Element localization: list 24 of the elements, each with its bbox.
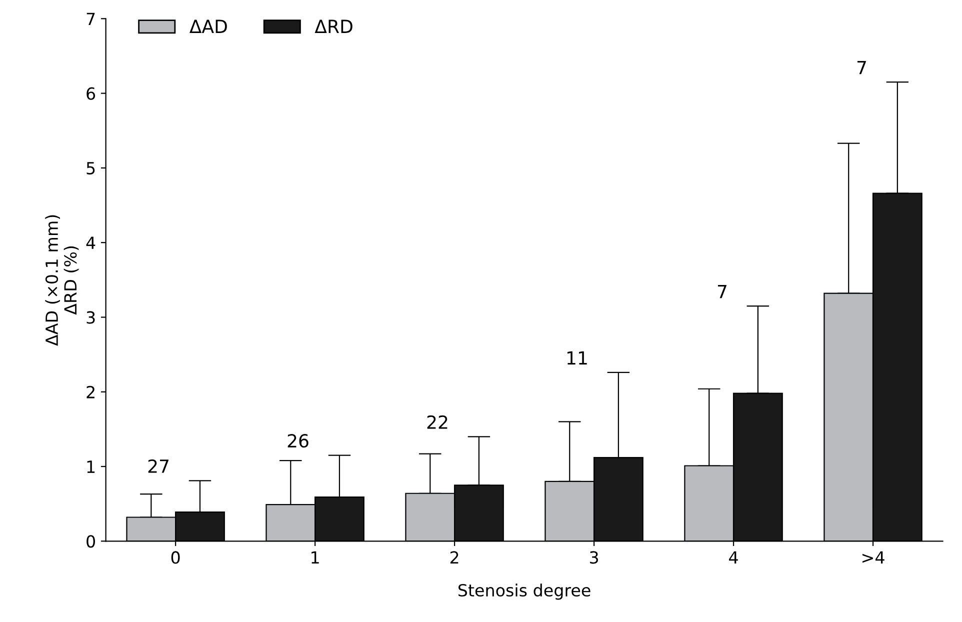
annotation: 11 — [567, 351, 587, 365]
annotation: 22 — [427, 415, 448, 429]
annotation: 26 — [288, 434, 308, 448]
y-tick-label: 1 — [87, 460, 95, 473]
y-tick-label: 7 — [86, 12, 95, 25]
y-tick-label: 3 — [86, 311, 95, 324]
legend-label: ΔAD — [190, 20, 227, 33]
y-tick-label: 6 — [86, 87, 96, 100]
x-axis-title: Stenosis degree — [458, 584, 590, 600]
y-tick-label: 4 — [86, 236, 96, 249]
y-tick-label: 2 — [86, 386, 94, 398]
annotation: 27 — [148, 459, 168, 473]
x-tick-label: >4 — [862, 551, 884, 564]
x-tick-label: 3 — [590, 551, 598, 564]
x-tick-label: 2 — [450, 551, 458, 564]
x-tick-label: 4 — [729, 551, 738, 564]
annotation: 7 — [857, 61, 866, 74]
annotation: 7 — [718, 284, 726, 298]
y-tick-label: 0 — [86, 535, 95, 548]
x-tick-label: 0 — [171, 551, 180, 564]
x-tick-label: 1 — [312, 551, 319, 564]
y-tick-label: 5 — [86, 162, 95, 175]
legend-label: ΔRD — [314, 20, 352, 33]
y-axis-title: ΔAD (×0.1 mm) ΔRD (%) — [45, 215, 79, 346]
